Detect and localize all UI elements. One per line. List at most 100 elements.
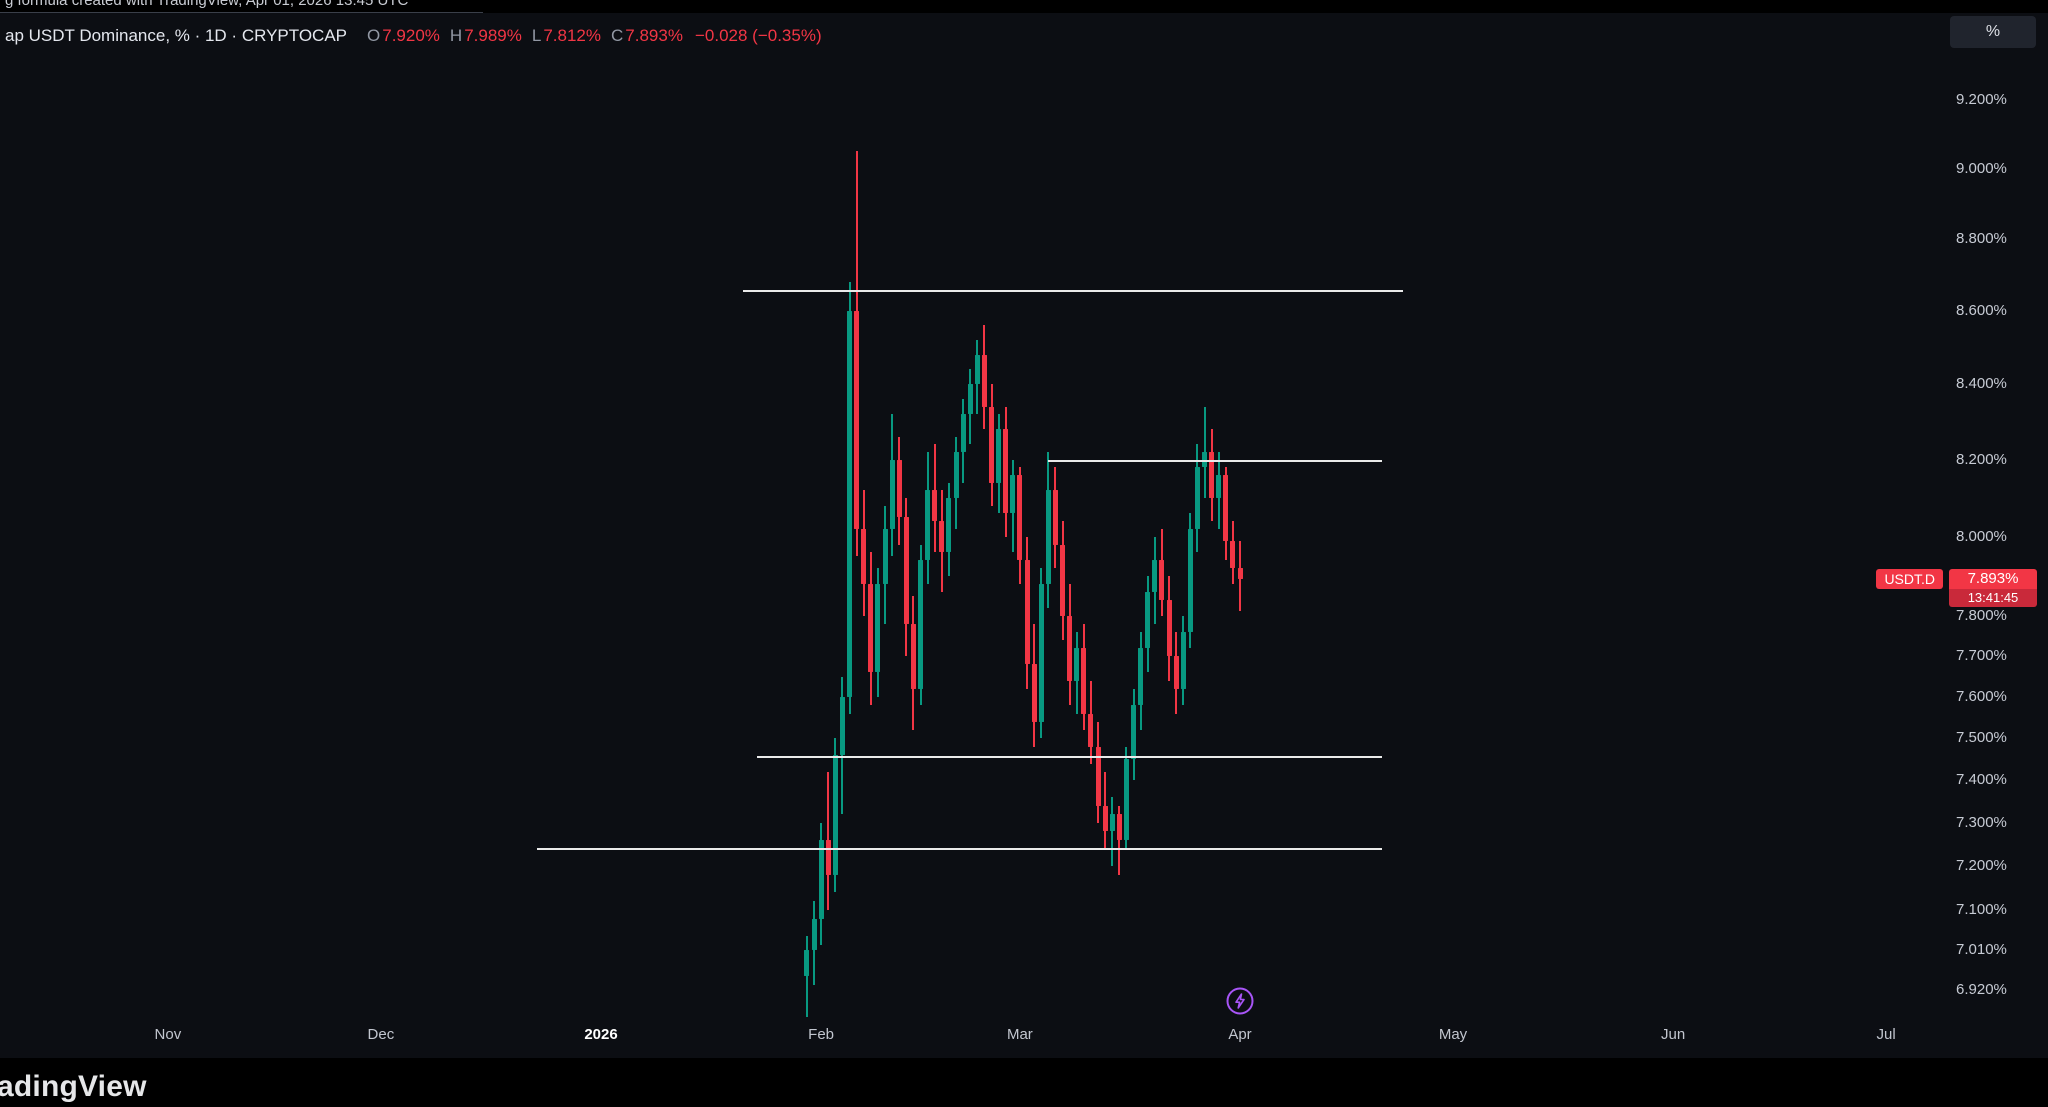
open-label: O <box>367 26 381 45</box>
candle-body <box>1010 474 1016 514</box>
horizontal-ray-line[interactable] <box>1048 460 1382 463</box>
candle-body <box>896 459 902 518</box>
candle-wick <box>1111 797 1114 866</box>
time-axis-label: Dec <box>367 1026 395 1043</box>
price-axis-label: 7.800% <box>1956 606 2007 624</box>
time-axis-label: May <box>1438 1026 1468 1043</box>
time-axis-label: Jun <box>1661 1026 1686 1043</box>
candle-body <box>1052 490 1058 545</box>
candle-body <box>1166 599 1172 657</box>
close-value: 7.893% <box>625 26 683 45</box>
tradingview-logo[interactable]: adingView <box>0 1070 147 1103</box>
time-axis-label: Nov <box>154 1026 182 1043</box>
candle-body <box>1088 713 1094 747</box>
horizontal-ray-line[interactable] <box>537 847 1382 850</box>
last-price-axis-badge: 7.893% 13:41:45 <box>1949 568 2037 607</box>
candle-body <box>932 490 938 522</box>
high-label: H <box>449 26 463 45</box>
watermark-text: g formula created with TradingView, Apr … <box>5 0 409 9</box>
candle-body <box>974 354 980 385</box>
close-label: C <box>611 26 624 45</box>
candle-body <box>1003 429 1009 514</box>
symbol-price-pill: USDT.D <box>1876 568 1943 589</box>
candle-body <box>1031 664 1037 722</box>
candle-body <box>811 918 817 950</box>
time-axis-label: 2026 <box>584 1026 618 1043</box>
candle-body <box>910 623 916 689</box>
percent-scale-button[interactable]: % <box>1950 16 2036 48</box>
candle-body <box>1145 591 1151 649</box>
bottom-strip: adingView <box>0 1058 2048 1107</box>
horizontal-ray-line[interactable] <box>757 756 1382 759</box>
candle-body <box>918 560 923 689</box>
candle-body <box>903 517 909 624</box>
candle-body <box>868 583 874 673</box>
last-price-value: 7.893% <box>1949 568 2037 589</box>
candle-body <box>960 414 966 452</box>
candle-body <box>854 310 860 529</box>
low-value: 7.812% <box>543 26 602 45</box>
price-axis-label: 6.920% <box>1956 980 2007 998</box>
candle-body <box>1237 568 1243 579</box>
candle-body <box>1109 814 1115 832</box>
lightning-event-marker[interactable] <box>1225 986 1255 1016</box>
candle-body <box>981 354 987 407</box>
candle-body <box>1216 474 1222 498</box>
candle-body <box>989 406 994 483</box>
candle-body <box>1074 648 1080 681</box>
price-axis-label: 7.700% <box>1956 647 2007 665</box>
candle-body <box>825 840 831 875</box>
lightning-icon <box>1226 987 1254 1015</box>
time-axis-label: Jul <box>1876 1026 1896 1043</box>
candle-wick <box>1118 805 1121 875</box>
open-value: 7.920% <box>382 26 440 45</box>
price-axis-label: 8.200% <box>1956 450 2007 468</box>
candle-body <box>946 497 952 553</box>
candle-body <box>1067 615 1073 681</box>
candle-body <box>939 521 945 553</box>
price-axis-label: 7.300% <box>1956 813 2007 831</box>
candle-body <box>1223 474 1229 541</box>
candle-body <box>1081 648 1087 714</box>
price-axis-label: 8.400% <box>1956 375 2007 393</box>
candle-body <box>818 840 824 919</box>
price-axis-label: 7.400% <box>1956 771 2007 789</box>
time-axis-label: Mar <box>1006 1026 1033 1043</box>
candle-body <box>1187 528 1193 632</box>
chart-legend: ap USDT Dominance, % · 1D · CRYPTOCAP O … <box>5 26 822 46</box>
horizontal-ray-line[interactable] <box>743 289 1404 292</box>
toolbar-divider <box>0 12 483 13</box>
price-axis-label: 7.010% <box>1956 940 2007 958</box>
candle-body <box>882 528 888 584</box>
price-axis-label: 9.200% <box>1956 91 2007 108</box>
candle-body <box>1131 705 1136 760</box>
candle-body <box>1230 540 1236 569</box>
bar-close-countdown: 13:41:45 <box>1949 588 2037 607</box>
candle-body <box>875 583 881 673</box>
candle-body <box>832 755 838 875</box>
price-axis[interactable]: % 9.200% 9.000% 8.800% 8.600% 8.400% 8.200% 8.… <box>1947 0 2048 1058</box>
candle-body <box>1017 474 1023 561</box>
chart-plot-area[interactable] <box>0 0 1947 1058</box>
time-axis-label: Apr <box>1228 1026 1252 1043</box>
change-value: −0.028 (−0.35%) <box>694 26 822 45</box>
price-axis-label: 8.000% <box>1956 527 2007 545</box>
candle-body <box>1138 648 1144 706</box>
candle-body <box>1202 451 1207 468</box>
candle-body <box>889 459 895 529</box>
top-toolbar-clipped: g formula created with TradingView, Apr … <box>0 0 2048 13</box>
candle-body <box>1173 656 1179 689</box>
price-axis-label: 9.000% <box>1956 159 2007 177</box>
symbol-description[interactable]: ap USDT Dominance, % · 1D · CRYPTOCAP <box>5 26 348 45</box>
time-axis[interactable]: Nov Dec 2026 Feb Mar Apr May Jun Jul <box>0 1026 1947 1048</box>
high-value: 7.989% <box>464 26 522 45</box>
candle-body <box>861 528 867 584</box>
price-axis-label: 7.100% <box>1956 900 2007 918</box>
candle-body <box>967 384 973 415</box>
candle-wick <box>805 936 808 1018</box>
candle-body <box>1152 560 1158 592</box>
candle-body <box>1045 490 1051 584</box>
candle-body <box>996 429 1002 483</box>
candle-body <box>1209 451 1215 498</box>
